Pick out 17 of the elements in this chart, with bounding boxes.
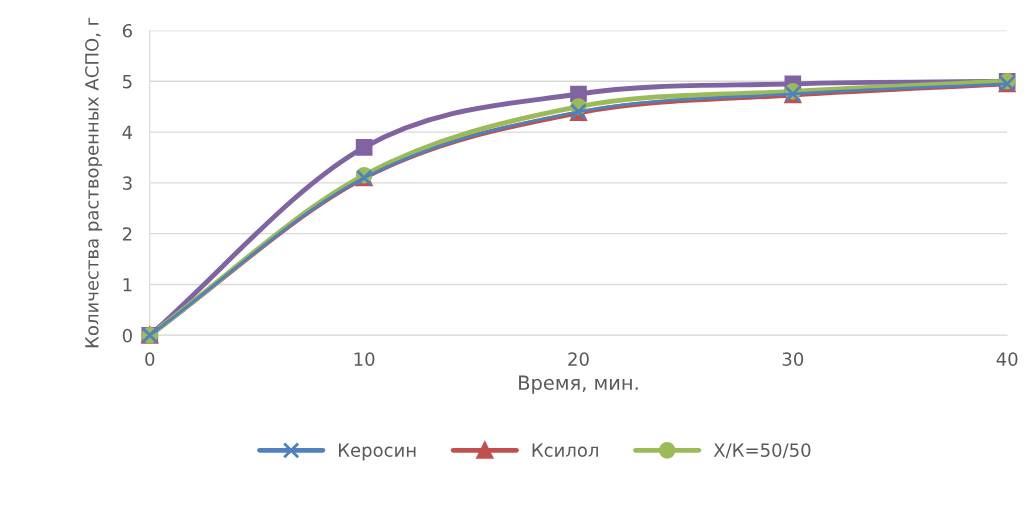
- y-tick-label: 1: [123, 278, 132, 292]
- x-tick-label: 0: [145, 352, 155, 366]
- legend-label: Ксилол: [532, 443, 598, 457]
- legend-label: Х/К=50/50: [713, 443, 811, 459]
- x-axis-title: Время, мин.: [519, 375, 638, 394]
- y-tick-label: 0: [122, 328, 132, 343]
- y-tick-label: 4: [122, 125, 133, 139]
- y-tick-label: 6: [122, 23, 132, 38]
- y-axis-title: Количества растворенных АСПО, г: [85, 17, 103, 348]
- y-tick-label: 3: [123, 176, 132, 190]
- x-tick-label: 30: [782, 352, 804, 366]
- x-tick-label: 10: [354, 352, 375, 366]
- x-tick-label: 20: [568, 352, 589, 366]
- y-tick-label: 2: [122, 227, 132, 241]
- y-tick-label: 5: [123, 74, 132, 89]
- x-tick-label: 40: [996, 352, 1018, 366]
- legend-label: Керосин: [338, 443, 416, 461]
